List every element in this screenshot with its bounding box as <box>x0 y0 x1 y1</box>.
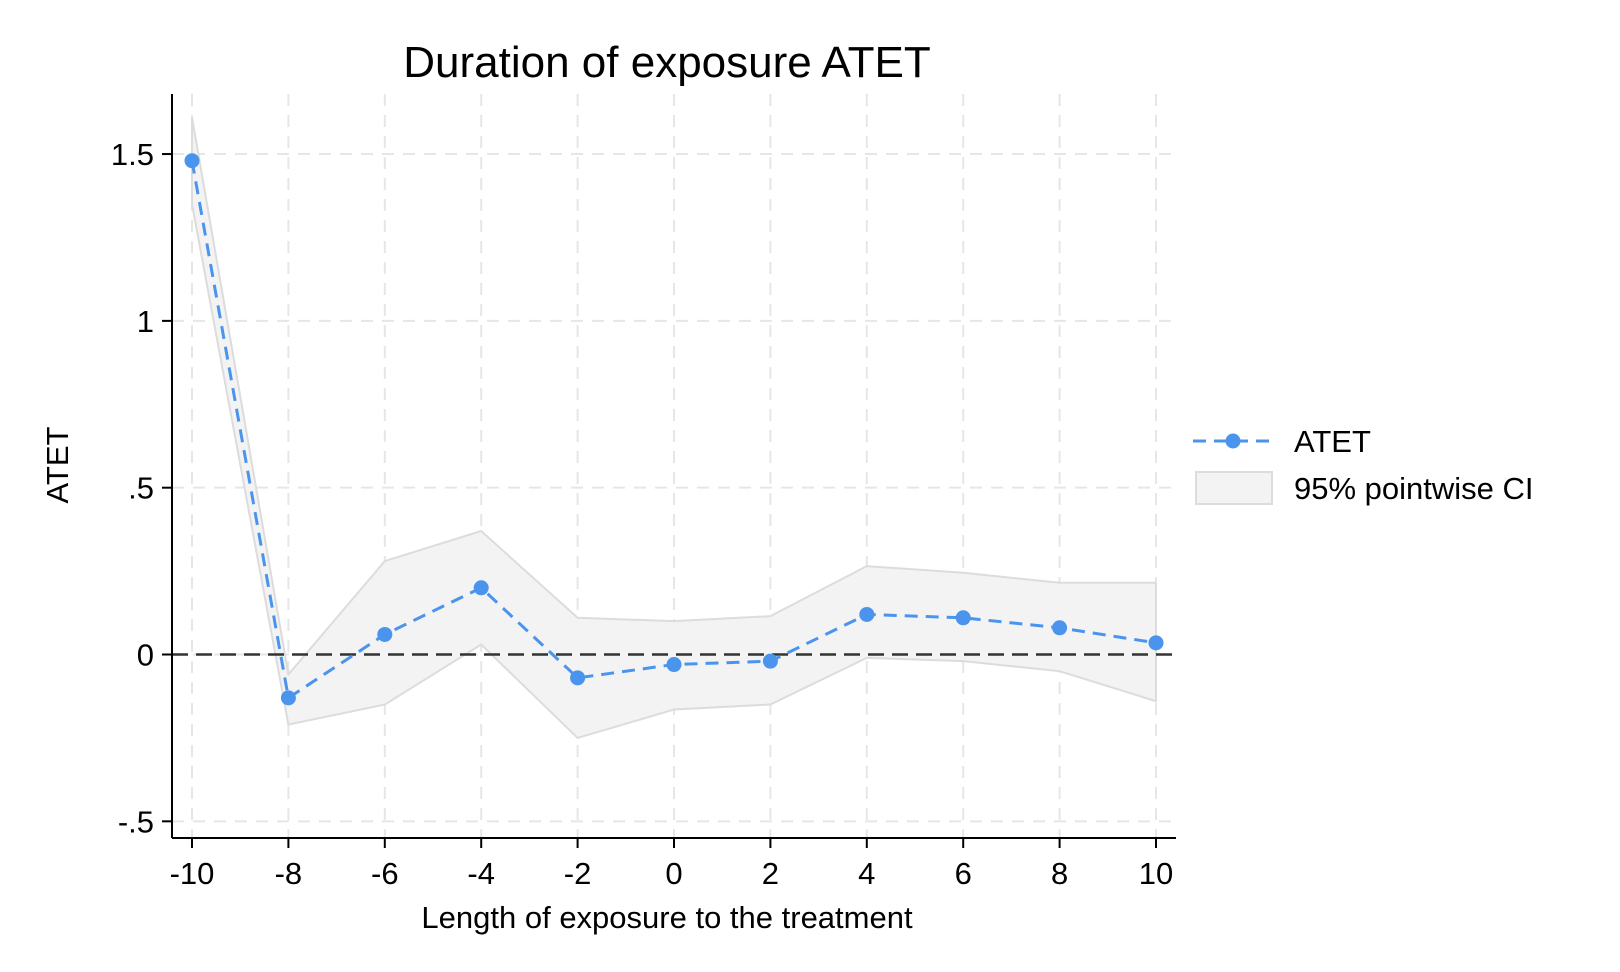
x-tick-labels: -10 -8 -6 -4 -2 0 2 4 6 8 10 <box>170 856 1174 891</box>
legend-ci-swatch <box>1195 471 1273 505</box>
x-tick-label-0: -10 <box>170 856 215 891</box>
y-tick-label-2: .5 <box>128 471 154 506</box>
data-point-8 <box>955 610 971 626</box>
data-point-3 <box>473 580 489 596</box>
data-point-9 <box>1052 620 1068 636</box>
x-tick-label-9: 8 <box>1051 856 1068 891</box>
data-point-0 <box>184 153 200 169</box>
x-tick-label-6: 2 <box>762 856 779 891</box>
legend-atet-label: ATET <box>1294 424 1371 459</box>
data-point-10 <box>1148 635 1164 651</box>
legend-ci-label: 95% pointwise CI <box>1294 471 1534 506</box>
ci-band <box>191 117 1157 740</box>
axes <box>162 94 1176 848</box>
x-tick-label-7: 4 <box>858 856 875 891</box>
y-axis-label: ATET <box>40 426 75 503</box>
legend-atet-marker <box>1225 433 1241 449</box>
y-tick-labels: -.5 0 .5 1 1.5 <box>111 137 154 839</box>
data-point-7 <box>859 606 875 622</box>
y-tick-label-0: -.5 <box>118 804 154 839</box>
x-tick-label-10: 10 <box>1139 856 1173 891</box>
x-tick-label-8: 6 <box>955 856 972 891</box>
x-tick-label-3: -4 <box>467 856 495 891</box>
y-tick-label-1: 0 <box>137 638 154 673</box>
data-point-2 <box>377 626 393 642</box>
x-axis-label: Length of exposure to the treatment <box>421 900 913 935</box>
x-tick-label-1: -8 <box>275 856 303 891</box>
x-tick-label-4: -2 <box>564 856 592 891</box>
x-tick-label-2: -6 <box>371 856 399 891</box>
data-point-1 <box>280 690 296 706</box>
data-point-5 <box>666 657 682 673</box>
x-tick-label-5: 0 <box>665 856 682 891</box>
series-layer <box>184 153 1164 706</box>
data-point-6 <box>762 653 778 669</box>
data-point-4 <box>570 670 586 686</box>
grid-lines <box>172 94 1176 838</box>
ci-band-layer <box>191 117 1157 740</box>
y-tick-label-3: 1 <box>137 304 154 339</box>
chart-title: Duration of exposure ATET <box>403 38 930 87</box>
legend: ATET 95% pointwise CI <box>1193 424 1534 506</box>
y-tick-label-4: 1.5 <box>111 137 154 172</box>
